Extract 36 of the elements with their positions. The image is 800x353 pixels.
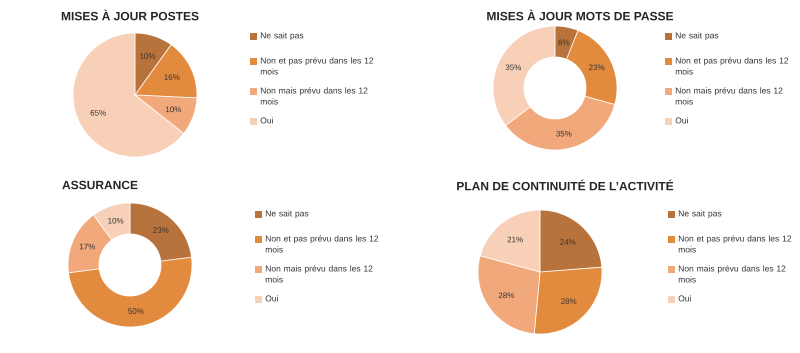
legend-label: Non et pas prévu dans les 12 mois (266, 235, 378, 253)
legend-label: Non mais prévu dans les 12 mois (676, 87, 782, 105)
legend-label: Oui (260, 117, 273, 124)
legend-label: Ne sait pas (266, 210, 308, 218)
legend-label: Non et pas prévu dans les 12 mois (260, 57, 374, 75)
data-label: 6% (558, 40, 570, 46)
chart-title: ASSURANCE (62, 180, 138, 190)
legend-label: Non mais prévu dans les 12 mois (678, 265, 786, 283)
data-label: 65% (90, 110, 106, 116)
legend-label: Oui (678, 295, 691, 302)
legend-label: Ne sait pas (260, 32, 304, 40)
data-label: 10% (140, 53, 156, 59)
data-label: 10% (108, 218, 124, 224)
chart-title: PLAN DE CONTINUITÉ DE L’ACTIVITÉ (457, 180, 674, 190)
data-label: 35% (556, 130, 572, 136)
data-label: 21% (508, 236, 523, 242)
chart-title: MISES À JOUR POSTES (62, 10, 199, 20)
data-label: 28% (561, 298, 576, 304)
legend-label: Non mais prévu dans les 12 mois (260, 87, 368, 105)
legend-label: Ne sait pas (676, 32, 718, 40)
data-label: 50% (128, 308, 144, 314)
data-label: 35% (506, 64, 522, 70)
data-label: 16% (164, 74, 180, 80)
data-label: 10% (166, 106, 182, 112)
legend-label: Non et pas prévu dans les 12 mois (678, 235, 792, 253)
legend-label: Oui (266, 295, 278, 302)
data-label: 24% (560, 239, 576, 245)
data-label: 28% (498, 292, 514, 298)
chart-title: MISES À JOUR MOTS DE PASSE (487, 10, 674, 20)
legend-label: Oui (676, 117, 688, 124)
data-label: 23% (153, 227, 168, 233)
legend-label: Non mais prévu dans les 12 mois (266, 265, 372, 283)
legend-label: Non et pas prévu dans les 12 mois (676, 57, 788, 75)
legend-label: Ne sait pas (678, 210, 722, 218)
data-label: 23% (589, 64, 604, 70)
data-label: 17% (80, 244, 96, 250)
